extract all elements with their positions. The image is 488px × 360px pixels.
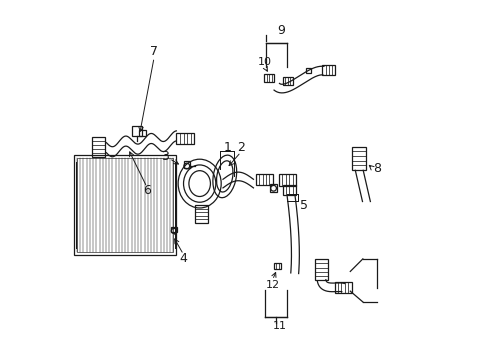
Text: 12: 12	[265, 280, 279, 290]
Bar	[176, 133, 194, 144]
Bar	[273, 263, 281, 269]
Bar	[282, 185, 296, 195]
Text: 6: 6	[142, 184, 151, 197]
Bar	[171, 226, 176, 232]
Text: 4: 4	[179, 252, 187, 265]
Bar	[139, 130, 145, 135]
Bar	[77, 158, 173, 252]
Bar	[269, 184, 277, 192]
Bar	[255, 174, 272, 185]
Bar	[352, 147, 366, 170]
Text: 2: 2	[237, 140, 244, 153]
Bar	[322, 65, 335, 75]
Bar	[282, 77, 292, 85]
Text: 5: 5	[299, 199, 307, 212]
Bar	[334, 282, 351, 293]
Bar	[195, 206, 207, 223]
Bar	[74, 155, 176, 255]
Bar	[92, 136, 105, 157]
Bar	[264, 74, 274, 82]
Text: 1: 1	[223, 140, 231, 153]
Bar	[278, 174, 296, 186]
Bar	[305, 68, 310, 73]
Text: 9: 9	[277, 24, 285, 37]
Text: 10: 10	[258, 57, 272, 67]
Bar	[132, 126, 142, 135]
Bar	[314, 259, 328, 280]
Text: 3: 3	[161, 150, 168, 163]
Text: 8: 8	[372, 162, 381, 175]
Bar	[183, 161, 190, 168]
Text: 11: 11	[272, 321, 286, 331]
Text: 7: 7	[150, 45, 158, 58]
